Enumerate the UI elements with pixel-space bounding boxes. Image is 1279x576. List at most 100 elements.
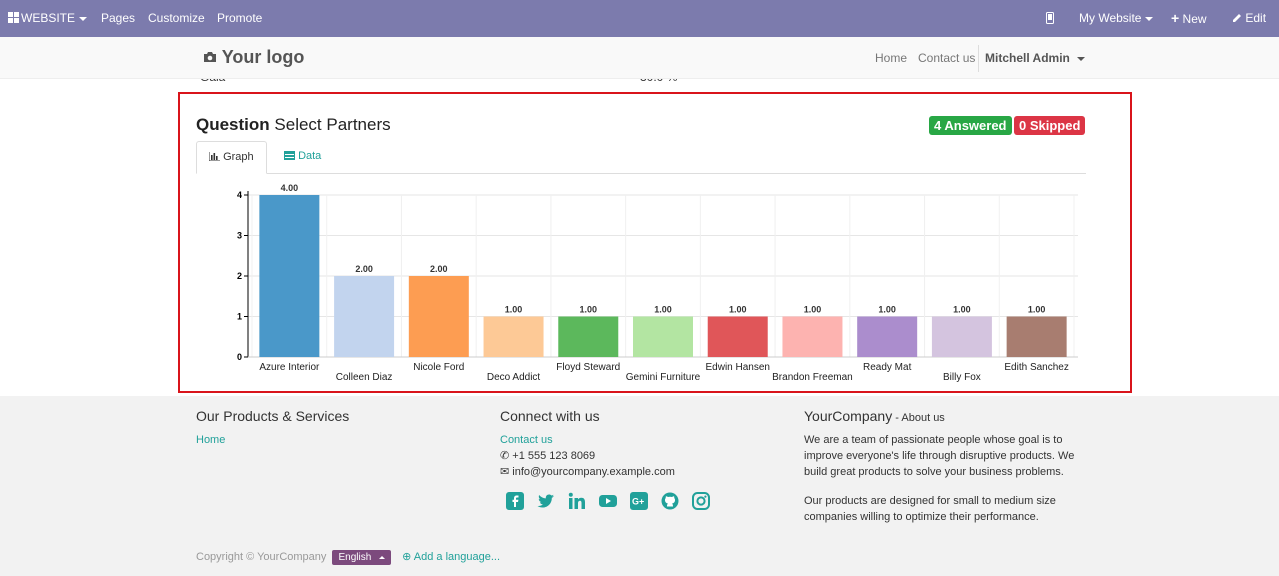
bar [259, 195, 320, 357]
about-us-link[interactable]: About us [901, 412, 945, 424]
x-tick-label: Nicole Ford [413, 362, 464, 373]
footer-phone: ✆ +1 555 123 8069 [500, 448, 790, 464]
question-prefix: Question [196, 115, 270, 134]
y-tick-label: 1 [237, 312, 242, 322]
website-menu-label: WEBSITE [21, 11, 76, 25]
x-tick-label: Edwin Hansen [705, 362, 769, 373]
chevron-down-icon [1076, 56, 1085, 61]
language-label: English [338, 552, 372, 563]
bar [707, 316, 768, 357]
answered-badge: 4 Answered [929, 116, 1012, 135]
edit-button[interactable]: Edit [1232, 0, 1266, 37]
facebook-icon[interactable] [506, 492, 524, 510]
tab-graph[interactable]: Graph [196, 141, 267, 174]
footer-company-title: YourCompany - About us [804, 408, 1089, 426]
footer-email: ✉ info@yourcompany.example.com [500, 464, 790, 480]
nav-contact-us[interactable]: Contact us [918, 51, 976, 65]
bar [633, 316, 693, 357]
y-tick-label: 3 [237, 231, 242, 241]
bar [931, 316, 992, 357]
copyright-bar: Copyright © YourCompany English ⊕ Add a … [196, 550, 500, 565]
menu-pages[interactable]: Pages [101, 11, 136, 25]
bar-chart-icon [208, 152, 220, 162]
bar-value-label: 2.00 [355, 264, 373, 274]
language-selector[interactable]: English [332, 550, 392, 565]
previous-row-label: Gala [200, 79, 225, 84]
youtube-icon[interactable] [599, 492, 618, 510]
user-menu[interactable]: Mitchell Admin [985, 37, 1085, 79]
bar-value-label: 1.00 [1028, 305, 1046, 315]
logo-text: Your logo [221, 47, 305, 67]
new-label: New [1182, 12, 1207, 26]
add-language-link[interactable]: ⊕ Add a language... [402, 551, 500, 563]
bar-value-label: 1.00 [878, 305, 896, 315]
footer-home-link[interactable]: Home [196, 434, 226, 446]
company-description: We are a team of passionate people whose… [804, 434, 1075, 478]
bar-value-label: 2.00 [430, 264, 448, 274]
my-website-menu[interactable]: My Website [1079, 0, 1154, 37]
bar-value-label: 4.00 [281, 183, 299, 193]
nav-divider [978, 45, 979, 72]
bar-value-label: 1.00 [729, 305, 747, 315]
x-tick-label: Billy Fox [943, 372, 981, 383]
tab-graph-label: Graph [223, 151, 254, 163]
tab-data[interactable]: Data [272, 141, 333, 174]
bar [1006, 316, 1067, 357]
nav-home[interactable]: Home [875, 51, 908, 65]
bar-value-label: 1.00 [505, 305, 523, 315]
camera-icon [204, 52, 216, 62]
mobile-icon [1046, 12, 1054, 24]
previous-row-value: 30.0 % [640, 79, 677, 84]
footer-products-column: Our Products & Services Home [196, 408, 486, 448]
bar [334, 276, 395, 357]
bar-value-label: 1.00 [953, 305, 971, 315]
instagram-icon[interactable] [692, 492, 711, 510]
x-tick-label: Floyd Steward [556, 362, 620, 373]
menu-promote[interactable]: Promote [217, 11, 263, 25]
linkedin-icon[interactable] [568, 492, 586, 510]
svg-text:G+: G+ [632, 497, 644, 507]
partners-bar-chart: 0 1 2 3 4 4.00 Azure Interior 2.00 Colleen Diaz 2… [237, 183, 1078, 383]
y-tick-label: 0 [237, 352, 242, 362]
footer-company-column: YourCompany - About us We are a team of … [804, 408, 1089, 525]
my-website-label: My Website [1079, 11, 1142, 25]
user-name: Mitchell Admin [985, 51, 1070, 65]
bar-value-label: 1.00 [654, 305, 672, 315]
site-footer: Our Products & Services Home Connect wit… [0, 396, 1279, 576]
y-tick-label: 2 [237, 271, 242, 281]
bar [857, 316, 918, 357]
x-tick-label: Edith Sanchez [1004, 362, 1069, 373]
new-button[interactable]: + New [1171, 0, 1207, 37]
x-tick-label: Deco Addict [487, 372, 541, 383]
footer-contact-link[interactable]: Contact us [500, 434, 553, 446]
google-plus-icon[interactable]: G+ [630, 492, 649, 510]
twitter-icon[interactable] [537, 492, 555, 510]
mobile-preview-button[interactable] [1046, 0, 1054, 37]
edit-label: Edit [1245, 11, 1267, 25]
title-separator: - [892, 412, 902, 424]
caret-up-icon [379, 555, 386, 559]
menu-customize[interactable]: Customize [148, 11, 205, 25]
phone-icon: ✆ [500, 450, 510, 462]
bar-value-label: 1.00 [804, 305, 822, 315]
skipped-badge: 0 Skipped [1014, 116, 1086, 135]
email-text[interactable]: info@yourcompany.example.com [512, 466, 675, 478]
bar [483, 316, 544, 357]
table-icon [284, 151, 295, 160]
admin-topbar: WEBSITE Pages Customize Promote My Websi… [0, 0, 1279, 37]
plus-circle-icon: ⊕ [402, 551, 412, 563]
site-logo[interactable]: Your logo [203, 47, 304, 68]
bar [558, 316, 619, 357]
x-tick-label: Ready Mat [863, 362, 912, 373]
question-title: Question Select Partners [196, 115, 391, 135]
phone-text: +1 555 123 8069 [512, 450, 596, 462]
company-products-description: Our products are designed for small to m… [804, 495, 1056, 523]
pencil-icon [1233, 14, 1241, 22]
website-menu[interactable]: WEBSITE [8, 0, 88, 37]
chevron-down-icon [1145, 16, 1154, 21]
tab-data-label: Data [298, 150, 322, 162]
apps-grid-icon [8, 12, 19, 23]
x-tick-label: Azure Interior [259, 362, 320, 373]
x-tick-label: Gemini Furniture [626, 372, 701, 383]
github-icon[interactable] [661, 492, 679, 510]
